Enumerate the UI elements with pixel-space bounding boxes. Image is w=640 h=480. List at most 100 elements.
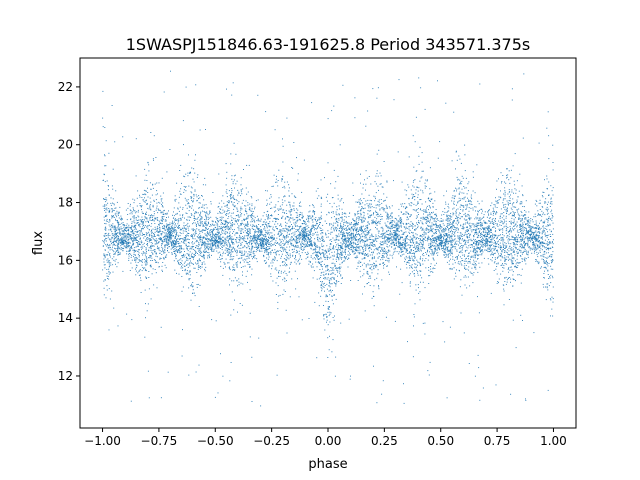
data-point <box>514 266 515 268</box>
data-point <box>366 273 368 275</box>
data-point <box>322 239 323 241</box>
data-point <box>404 241 406 243</box>
data-point <box>549 241 551 242</box>
data-point <box>503 222 505 224</box>
data-point <box>162 202 164 204</box>
data-point <box>452 253 453 255</box>
data-point <box>347 225 349 227</box>
data-point <box>284 278 286 280</box>
data-point <box>286 259 288 261</box>
data-point <box>309 216 311 218</box>
data-point <box>282 230 284 232</box>
data-point <box>158 225 160 227</box>
data-point <box>176 250 178 252</box>
data-point <box>468 258 469 260</box>
data-point <box>166 212 168 214</box>
data-point <box>551 262 552 264</box>
data-point <box>110 197 112 199</box>
data-point <box>229 237 230 239</box>
data-point <box>531 231 533 233</box>
data-point <box>185 272 187 274</box>
data-point <box>324 177 325 179</box>
data-point <box>343 240 344 242</box>
data-point <box>390 238 392 240</box>
data-point <box>455 168 456 170</box>
data-point <box>352 182 354 184</box>
data-point <box>457 216 459 218</box>
data-point <box>284 187 286 189</box>
data-point <box>362 246 364 248</box>
data-point <box>145 239 147 241</box>
data-point <box>416 259 418 261</box>
data-point <box>221 243 222 245</box>
data-point <box>394 248 396 250</box>
data-point <box>229 269 231 271</box>
data-point <box>121 233 123 235</box>
data-point <box>338 258 340 260</box>
data-point <box>115 234 116 236</box>
data-point <box>518 232 520 233</box>
data-point <box>527 223 529 225</box>
data-point <box>240 191 242 193</box>
data-point <box>508 221 510 222</box>
data-point <box>293 222 295 224</box>
data-point <box>135 224 137 226</box>
data-point <box>291 243 293 245</box>
data-point <box>117 242 119 244</box>
data-point <box>525 223 527 225</box>
data-point <box>425 228 427 230</box>
data-point <box>197 266 199 268</box>
data-point <box>373 195 375 197</box>
data-point <box>148 397 150 399</box>
data-point <box>431 239 432 241</box>
data-point <box>268 240 270 241</box>
data-point <box>252 211 254 213</box>
data-point <box>551 209 553 211</box>
data-point <box>117 246 119 248</box>
data-point <box>207 246 209 248</box>
data-point <box>220 208 222 210</box>
data-point <box>540 237 542 239</box>
data-point <box>487 247 489 249</box>
data-point <box>198 248 200 249</box>
data-point <box>549 298 551 300</box>
data-point <box>205 214 207 216</box>
data-point <box>161 240 163 242</box>
data-point <box>238 215 240 217</box>
data-point <box>511 204 513 206</box>
data-point <box>249 261 251 262</box>
data-point <box>509 239 511 241</box>
data-point <box>447 236 449 238</box>
data-point <box>353 253 355 255</box>
chart-title: 1SWASPJ151846.63-191625.8 Period 343571.… <box>126 35 531 54</box>
data-point <box>138 224 140 226</box>
data-point <box>496 212 498 214</box>
data-point <box>257 246 259 248</box>
data-point <box>322 238 324 240</box>
data-point <box>208 222 209 224</box>
data-point <box>312 227 313 229</box>
data-point <box>364 179 365 181</box>
data-point <box>383 253 385 255</box>
data-point <box>503 235 505 237</box>
data-point <box>438 239 440 241</box>
data-point <box>183 144 184 146</box>
data-point <box>194 249 196 251</box>
data-point <box>461 188 463 190</box>
data-point <box>367 221 369 223</box>
data-point <box>446 214 448 216</box>
data-point <box>226 177 228 179</box>
data-point <box>280 231 282 233</box>
data-point <box>244 218 246 220</box>
data-point <box>527 244 529 246</box>
data-point <box>428 200 430 202</box>
data-point <box>347 225 349 227</box>
data-point <box>461 192 463 194</box>
data-point <box>250 214 252 216</box>
data-point <box>199 197 201 199</box>
data-point <box>316 357 318 359</box>
data-point <box>520 236 522 238</box>
data-point <box>103 254 105 256</box>
data-point <box>300 236 302 238</box>
data-point <box>217 218 219 220</box>
